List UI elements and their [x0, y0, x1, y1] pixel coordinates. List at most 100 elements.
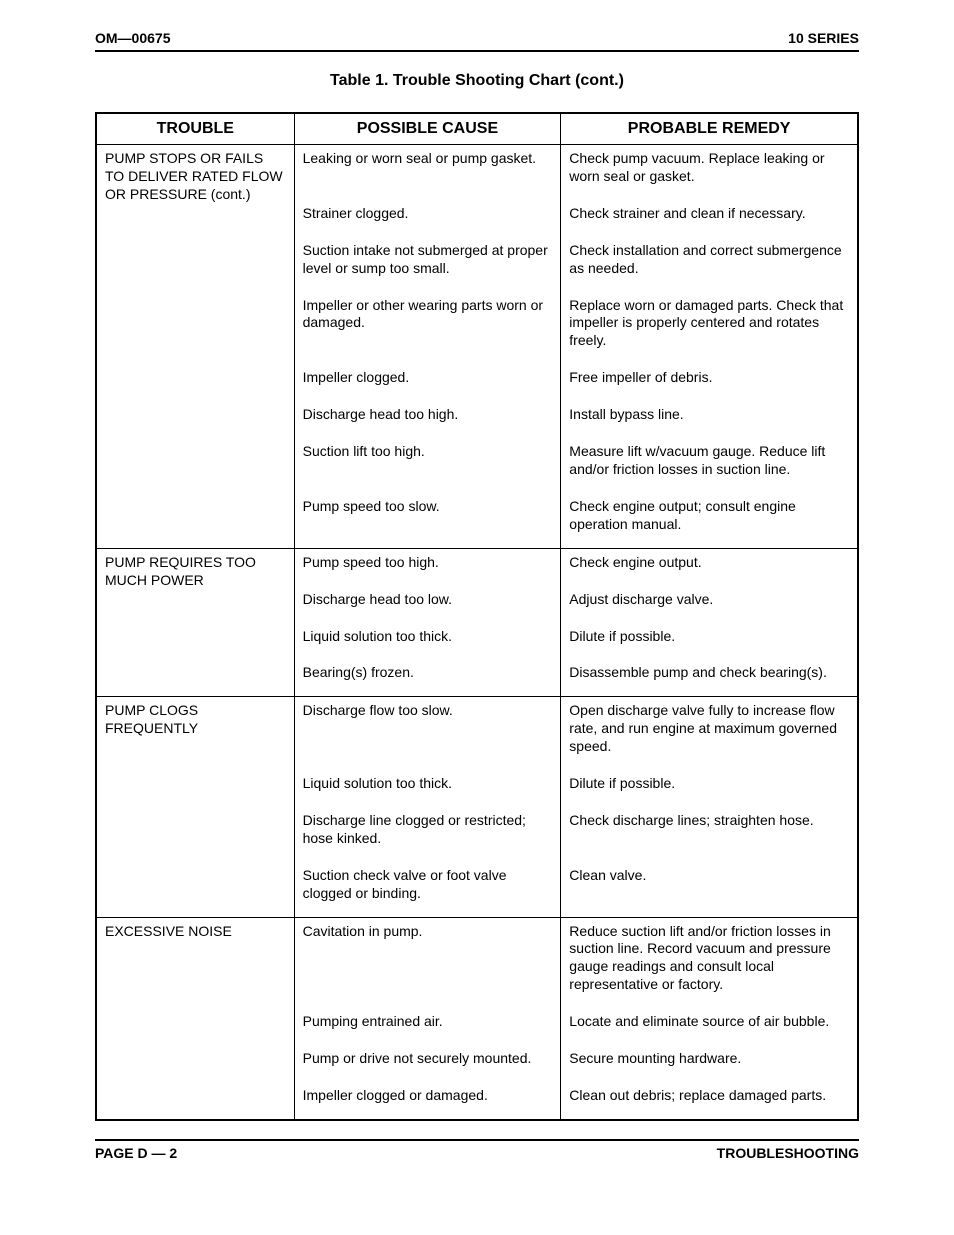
- cause-cell: Pump speed too high.: [294, 548, 561, 585]
- remedy-cell: Secure mounting hardware.: [561, 1045, 858, 1082]
- remedy-cell: Check engine output; consult engine oper…: [561, 493, 858, 548]
- remedy-cell: Adjust discharge valve.: [561, 586, 858, 623]
- cause-cell: Suction intake not submerged at proper l…: [294, 237, 561, 292]
- cause-text: Discharge head too high.: [303, 403, 553, 436]
- table-row: PUMP CLOGS FREQUENTLYDischarge flow too …: [96, 697, 858, 770]
- trouble-text: PUMP REQUIRES TOO MUCH POWER: [105, 551, 286, 602]
- page-header: OM—00675 10 SERIES: [95, 30, 859, 52]
- remedy-cell: Check engine output.: [561, 548, 858, 585]
- page-footer: PAGE D — 2 TROUBLESHOOTING: [95, 1139, 859, 1161]
- remedy-text: Disassemble pump and check bearing(s).: [569, 661, 849, 694]
- cause-text: Pumping entrained air.: [303, 1010, 553, 1043]
- remedy-text: Install bypass line.: [569, 403, 849, 436]
- cause-cell: Discharge flow too slow.: [294, 697, 561, 770]
- table-row: PUMP REQUIRES TOO MUCH POWERPump speed t…: [96, 548, 858, 585]
- cause-text: Bearing(s) frozen.: [303, 661, 553, 694]
- remedy-text: Clean out debris; replace damaged parts.: [569, 1084, 849, 1117]
- table-row: EXCESSIVE NOISE Cavitation in pump. Reduce…: [96, 917, 858, 1008]
- table-header-row: TROUBLE POSSIBLE CAUSE PROBABLE REMEDY: [96, 113, 858, 145]
- trouble-text: PUMP STOPS OR FAILS TO DELIVER RATED FLO…: [105, 147, 286, 216]
- col-header-cause: POSSIBLE CAUSE: [294, 113, 561, 145]
- cause-cell: Leaking or worn seal or pump gasket.: [294, 145, 561, 200]
- cause-cell: Suction lift too high.: [294, 438, 561, 493]
- remedy-text: Check installation and correct submergen…: [569, 239, 849, 290]
- cause-text: Leaking or worn seal or pump gasket.: [303, 147, 553, 180]
- cause-text: Discharge head too low.: [303, 588, 553, 621]
- remedy-cell: Measure lift w/vacuum gauge. Reduce lift…: [561, 438, 858, 493]
- cause-cell: Pumping entrained air.: [294, 1008, 561, 1045]
- cause-text: Discharge line clogged or restricted; ho…: [303, 809, 553, 860]
- table-row: PUMP STOPS OR FAILS TO DELIVER RATED FLO…: [96, 145, 858, 200]
- cause-text: Pump or drive not securely mounted.: [303, 1047, 553, 1080]
- remedy-cell: Locate and eliminate source of air bubbl…: [561, 1008, 858, 1045]
- remedy-text: Dilute if possible.: [569, 772, 849, 805]
- cause-text: Discharge flow too slow.: [303, 699, 553, 732]
- remedy-text: Check discharge lines; straighten hose.: [569, 809, 849, 842]
- cause-cell: Impeller clogged or damaged.: [294, 1082, 561, 1120]
- remedy-cell: Replace worn or damaged parts. Check tha…: [561, 292, 858, 365]
- trouble-cell: EXCESSIVE NOISE: [96, 917, 294, 1120]
- footer-left: PAGE D — 2: [95, 1145, 177, 1161]
- cause-cell: Cavitation in pump.: [294, 917, 561, 1008]
- remedy-text: Secure mounting hardware.: [569, 1047, 849, 1080]
- cause-text: Pump speed too high.: [303, 551, 553, 584]
- remedy-text: Reduce suction lift and/or friction loss…: [569, 920, 849, 1007]
- trouble-cell: PUMP REQUIRES TOO MUCH POWER: [96, 548, 294, 697]
- col-header-remedy: PROBABLE REMEDY: [561, 113, 858, 145]
- remedy-text: Clean valve.: [569, 864, 849, 897]
- page-container: OM—00675 10 SERIES Table 1. Trouble Shoo…: [0, 0, 954, 1191]
- remedy-text: Check pump vacuum. Replace leaking or wo…: [569, 147, 849, 198]
- header-right: 10 SERIES: [788, 30, 859, 46]
- remedy-text: Check engine output; consult engine oper…: [569, 495, 849, 546]
- remedy-text: Measure lift w/vacuum gauge. Reduce lift…: [569, 440, 849, 491]
- cause-cell: Pump or drive not securely mounted.: [294, 1045, 561, 1082]
- cause-text: Strainer clogged.: [303, 202, 553, 235]
- remedy-cell: Install bypass line.: [561, 401, 858, 438]
- cause-text: Suction check valve or foot valve clogge…: [303, 864, 553, 915]
- table-title: Table 1. Trouble Shooting Chart (cont.): [95, 72, 859, 90]
- remedy-cell: Check pump vacuum. Replace leaking or wo…: [561, 145, 858, 200]
- remedy-cell: Check discharge lines; straighten hose.: [561, 807, 858, 862]
- footer-right: TROUBLESHOOTING: [717, 1145, 859, 1161]
- cause-cell: Suction check valve or foot valve clogge…: [294, 862, 561, 917]
- remedy-text: Check strainer and clean if necessary.: [569, 202, 849, 235]
- header-left: OM—00675: [95, 30, 170, 46]
- col-header-trouble: TROUBLE: [96, 113, 294, 145]
- trouble-text: EXCESSIVE NOISE: [105, 920, 286, 953]
- remedy-text: Open discharge valve fully to increase f…: [569, 699, 849, 768]
- cause-cell: Strainer clogged.: [294, 200, 561, 237]
- cause-text: Liquid solution too thick.: [303, 625, 553, 658]
- remedy-cell: Check installation and correct submergen…: [561, 237, 858, 292]
- remedy-cell: Clean valve.: [561, 862, 858, 917]
- remedy-text: Locate and eliminate source of air bubbl…: [569, 1010, 849, 1043]
- remedy-cell: Reduce suction lift and/or friction loss…: [561, 917, 858, 1008]
- cause-text: Impeller clogged or damaged.: [303, 1084, 553, 1117]
- cause-text: Pump speed too slow.: [303, 495, 553, 528]
- table-body: PUMP STOPS OR FAILS TO DELIVER RATED FLO…: [96, 145, 858, 1120]
- cause-cell: Discharge head too low.: [294, 586, 561, 623]
- remedy-text: Replace worn or damaged parts. Check tha…: [569, 294, 849, 363]
- cause-text: Cavitation in pump.: [303, 920, 553, 953]
- cause-cell: Impeller clogged.: [294, 364, 561, 401]
- remedy-text: Free impeller of debris.: [569, 366, 849, 399]
- troubleshooting-table: TROUBLE POSSIBLE CAUSE PROBABLE REMEDY P…: [95, 112, 859, 1121]
- cause-text: Liquid solution too thick.: [303, 772, 553, 805]
- cause-text: Suction intake not submerged at proper l…: [303, 239, 553, 290]
- remedy-text: Dilute if possible.: [569, 625, 849, 658]
- remedy-cell: Disassemble pump and check bearing(s).: [561, 659, 858, 696]
- remedy-text: Check engine output.: [569, 551, 849, 584]
- cause-text: Suction lift too high.: [303, 440, 553, 473]
- cause-cell: Impeller or other wearing parts worn or …: [294, 292, 561, 365]
- trouble-cell: PUMP CLOGS FREQUENTLY: [96, 697, 294, 917]
- remedy-cell: Free impeller of debris.: [561, 364, 858, 401]
- remedy-cell: Clean out debris; replace damaged parts.: [561, 1082, 858, 1120]
- cause-cell: Bearing(s) frozen.: [294, 659, 561, 696]
- cause-cell: Pump speed too slow.: [294, 493, 561, 548]
- remedy-cell: Open discharge valve fully to increase f…: [561, 697, 858, 770]
- remedy-cell: Dilute if possible.: [561, 623, 858, 660]
- cause-cell: Discharge line clogged or restricted; ho…: [294, 807, 561, 862]
- cause-cell: Liquid solution too thick.: [294, 623, 561, 660]
- cause-text: Impeller clogged.: [303, 366, 553, 399]
- cause-cell: Discharge head too high.: [294, 401, 561, 438]
- cause-cell: Liquid solution too thick.: [294, 770, 561, 807]
